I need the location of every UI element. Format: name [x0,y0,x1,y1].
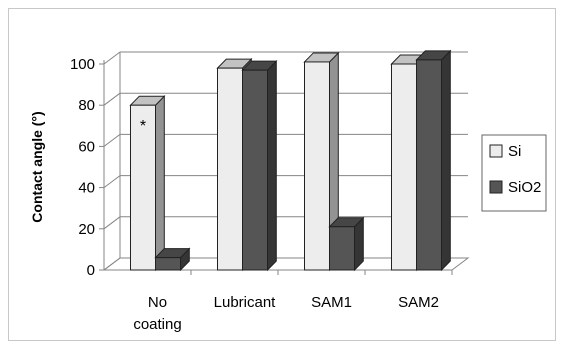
bar-front [304,61,330,271]
bar-front [391,63,417,271]
bar-sio2-lubricant [241,59,278,272]
gridline-diagonal [103,133,121,147]
y-tick-label: 20 [78,221,95,238]
bar-front [329,226,355,271]
x-category-label: Lubricant [214,294,277,311]
x-category-label: SAM1 [311,294,352,311]
bar-front [416,59,442,271]
x-category-label: No [148,294,167,311]
y-tick-label: 60 [78,138,95,155]
y-tick-label: 100 [70,56,95,73]
legend-swatch-sio2 [489,180,503,194]
y-axis-label: Contact angle (°) [29,111,45,222]
bar-sio2-no-coating [154,247,191,272]
bar-side [267,59,277,272]
bar-sio2-sam1 [328,216,365,272]
bar-front [217,67,243,271]
y-tick-label: 40 [78,180,95,197]
legend-label-sio2: SiO2 [508,179,541,196]
gridline-diagonal [103,175,121,189]
bar-front [130,104,156,271]
bar-sio2-sam2 [415,49,452,272]
bar-side [155,94,165,272]
bar-front [155,257,181,271]
bar-side [441,49,451,272]
gridline-diagonal [103,51,121,65]
y-tick-label: 80 [78,97,95,114]
x-category-label: coating [133,316,181,333]
annotation-asterisk: * [140,118,146,135]
legend: Si SiO2 [481,134,547,212]
legend-label-si: Si [508,143,521,160]
bar-si-no-coating [129,94,166,272]
bar-front [242,69,268,271]
gridline-diagonal [103,92,121,106]
y-tick-label: 0 [87,262,95,279]
gridline-diagonal [103,216,121,230]
legend-swatch-si [489,144,503,158]
x-category-label: SAM2 [398,294,439,311]
